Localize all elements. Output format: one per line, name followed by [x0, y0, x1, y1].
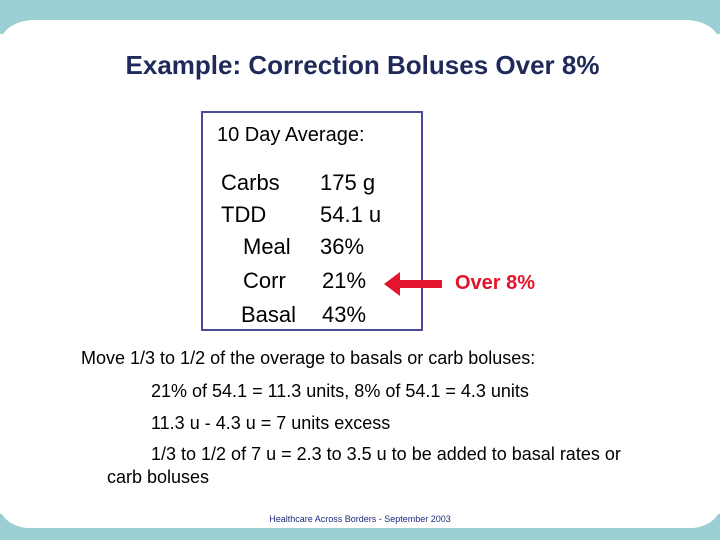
average-heading: 10 Day Average: [217, 124, 365, 146]
body-line-1: Move 1/3 to 1/2 of the overage to basals… [81, 348, 536, 368]
left-arrow-icon [384, 272, 442, 296]
body-line-3: 11.3 u - 4.3 u = 7 units excess [151, 413, 391, 433]
top-decorative-band [0, 0, 720, 50]
row-label: TDD [221, 202, 267, 227]
over-8-callout: Over 8% [455, 272, 536, 294]
average-box: 10 Day Average: [201, 111, 423, 331]
row-label: Basal [241, 302, 297, 327]
row-label: Corr [243, 268, 286, 293]
row-label: Carbs [221, 170, 280, 195]
row-value: 36% [320, 234, 365, 259]
body-line-4: 1/3 to 1/2 of 7 u = 2.3 to 3.5 u to be a… [151, 444, 621, 464]
body-line-2: 21% of 54.1 = 11.3 units, 8% of 54.1 = 4… [151, 381, 529, 401]
slide-title: Example: Correction Boluses Over 8% [125, 50, 600, 80]
row-value: 43% [322, 302, 367, 327]
body-line-5: carb boluses [107, 467, 210, 487]
row-value: 21% [322, 268, 367, 293]
row-label: Meal [243, 234, 291, 259]
bottom-decorative-band [0, 502, 720, 540]
footer-text: Healthcare Across Borders - September 20… [269, 514, 451, 524]
row-value: 54.1 u [320, 202, 382, 227]
row-value: 175 g [320, 170, 376, 195]
